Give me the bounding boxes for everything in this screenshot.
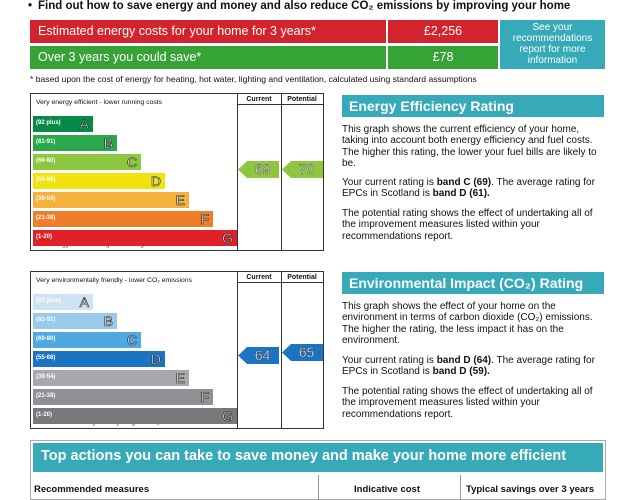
- intro-line: • Find out how to save energy and money a…: [28, 0, 628, 14]
- band-letter: A: [79, 116, 89, 133]
- rating-band-e: (39-54) E: [33, 370, 189, 386]
- potential-rating-value: 65: [298, 344, 315, 360]
- intro-text: Find out how to save energy and money an…: [38, 0, 571, 12]
- measures-column-header: Recommended measures: [34, 484, 150, 495]
- current-rating-value: 69: [254, 161, 271, 177]
- bullet-icon: •: [28, 0, 33, 12]
- see-report-box: See your recommendations report for more…: [500, 20, 605, 69]
- band-letter: E: [175, 192, 185, 209]
- band-letter: G: [222, 230, 233, 247]
- potential-rating-arrow: 70: [282, 161, 323, 178]
- energy-cost-row: Estimated energy costs for your home for…: [30, 20, 498, 43]
- band-letter: C: [126, 154, 138, 171]
- band-letter: A: [79, 294, 89, 311]
- band-letter: D: [150, 351, 162, 368]
- energy-efficiency-potential-text: The potential rating shows the effect of…: [342, 208, 593, 242]
- cost-column-header: Indicative cost: [354, 484, 420, 495]
- rating-band-b: (81-91) B: [33, 135, 117, 151]
- energy-cost-label: Estimated energy costs for your home for…: [30, 20, 386, 43]
- rating-band-f: (21-38) F: [33, 389, 213, 405]
- potential-column-header: Potential: [287, 96, 317, 103]
- rating-band-g: (1-20) G: [33, 408, 237, 424]
- rating-band-a: (92 plus) A: [33, 116, 93, 132]
- band-range: (81-91): [36, 139, 56, 145]
- current-column-header: Current: [246, 96, 272, 103]
- potential-rating-arrow: 65: [282, 344, 323, 361]
- band-letter: C: [126, 332, 138, 349]
- rating-band-d: (55-68) D: [33, 173, 165, 189]
- band-letter: F: [200, 389, 209, 406]
- band-range: (1-20): [36, 412, 53, 418]
- environmental-impact-current-text: Your current rating is band D (64). The …: [342, 355, 595, 378]
- band-range: (92 plus): [36, 120, 61, 126]
- band-letter: F: [200, 211, 209, 228]
- savings-row: Over 3 years you could save* £78: [30, 46, 498, 69]
- band-letter: D: [150, 173, 162, 190]
- band-range: (69-80): [36, 158, 56, 164]
- environmental-impact-description: This graph shows the effect of your home…: [342, 301, 593, 346]
- band-range: (1-20): [36, 234, 53, 240]
- savings-column-header: Typical savings over 3 years: [466, 484, 595, 495]
- environmental-impact-graph: Current Potential Very environmentally f…: [30, 271, 324, 429]
- band-range: (92 plus): [36, 298, 61, 304]
- rating-band-d: (55-68) D: [33, 351, 165, 367]
- band-range: (55-68): [36, 177, 56, 183]
- energy-efficiency-current-text: Your current rating is band C (69). The …: [342, 177, 595, 200]
- cost-footnote: * based upon the cost of energy for heat…: [30, 74, 477, 84]
- rating-band-e: (39-54) E: [33, 192, 189, 208]
- band-range: (81-91): [36, 317, 56, 323]
- rating-band-a: (92 plus) A: [33, 294, 93, 310]
- band-letter: B: [103, 135, 113, 152]
- current-rating-arrow: 69: [238, 161, 279, 178]
- current-rating-arrow: 64: [238, 347, 279, 364]
- band-range: (39-54): [36, 374, 56, 380]
- potential-column-header: Potential: [287, 274, 317, 281]
- graph-top-caption: Very environmentally friendly - lower CO…: [36, 277, 192, 284]
- band-range: (55-68): [36, 355, 56, 361]
- energy-efficiency-description: This graph shows the current efficiency …: [342, 124, 597, 169]
- rating-band-c: (69-80) C: [33, 332, 141, 348]
- rating-band-b: (81-91) B: [33, 313, 117, 329]
- band-range: (21-38): [36, 215, 56, 221]
- band-range: (21-38): [36, 393, 56, 399]
- band-letter: G: [222, 408, 233, 425]
- savings-value: £78: [388, 46, 498, 69]
- graph-top-caption: Very energy efficient - lower running co…: [36, 99, 163, 106]
- energy-efficiency-heading: Energy Efficiency Rating: [342, 95, 604, 117]
- band-letter: B: [103, 313, 113, 330]
- savings-label: Over 3 years you could save*: [30, 46, 386, 69]
- band-letter: E: [175, 370, 185, 387]
- rating-band-f: (21-38) F: [33, 211, 213, 227]
- environmental-impact-potential-text: The potential rating shows the effect of…: [342, 386, 593, 420]
- top-actions-heading: Top actions you can take to save money a…: [33, 443, 603, 472]
- environmental-impact-heading: Environmental Impact (CO₂) Rating: [342, 272, 604, 294]
- current-rating-value: 64: [254, 347, 271, 363]
- energy-cost-value: £2,256: [388, 20, 498, 43]
- energy-efficiency-graph: Current Potential Very energy efficient …: [30, 93, 324, 251]
- rating-band-g: (1-20) G: [33, 230, 237, 246]
- current-column-header: Current: [246, 274, 272, 281]
- band-range: (69-80): [36, 336, 56, 342]
- band-range: (39-54): [36, 196, 56, 202]
- rating-band-c: (69-80) C: [33, 154, 141, 170]
- potential-rating-value: 70: [298, 161, 315, 177]
